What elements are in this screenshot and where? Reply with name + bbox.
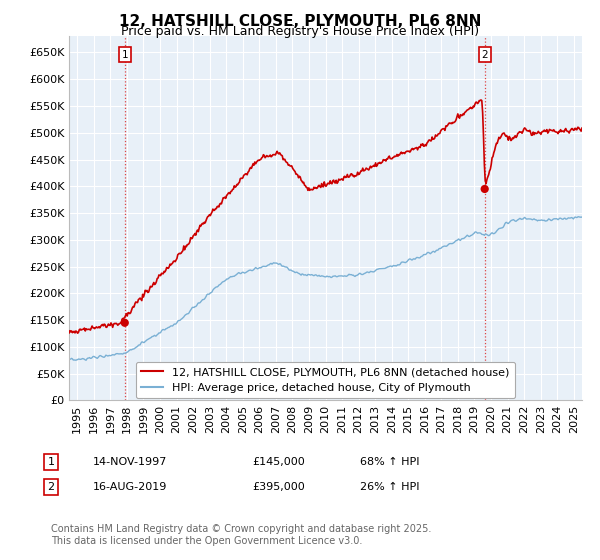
Text: 26% ↑ HPI: 26% ↑ HPI (360, 482, 419, 492)
Text: 16-AUG-2019: 16-AUG-2019 (93, 482, 167, 492)
Text: 1: 1 (121, 50, 128, 59)
Point (120, 318, 130, 327)
Point (480, 184, 490, 193)
Text: 1: 1 (47, 457, 55, 467)
Text: Contains HM Land Registry data © Crown copyright and database right 2025.
This d: Contains HM Land Registry data © Crown c… (51, 524, 431, 546)
Text: £145,000: £145,000 (252, 457, 305, 467)
Text: 2: 2 (481, 50, 488, 59)
Text: 14-NOV-1997: 14-NOV-1997 (93, 457, 167, 467)
Text: 68% ↑ HPI: 68% ↑ HPI (360, 457, 419, 467)
Legend: 12, HATSHILL CLOSE, PLYMOUTH, PL6 8NN (detached house), HPI: Average price, deta: 12, HATSHILL CLOSE, PLYMOUTH, PL6 8NN (d… (136, 362, 515, 399)
Text: £395,000: £395,000 (252, 482, 305, 492)
Text: Price paid vs. HM Land Registry's House Price Index (HPI): Price paid vs. HM Land Registry's House … (121, 25, 479, 38)
Text: 2: 2 (47, 482, 55, 492)
Text: 12, HATSHILL CLOSE, PLYMOUTH, PL6 8NN: 12, HATSHILL CLOSE, PLYMOUTH, PL6 8NN (119, 14, 481, 29)
